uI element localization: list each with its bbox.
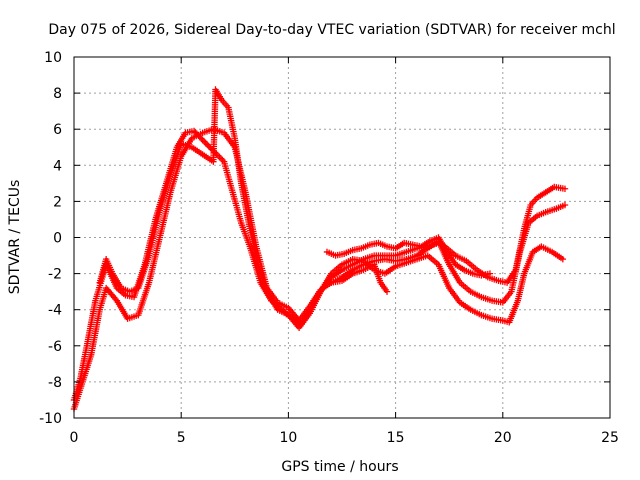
- x-tick-label: 10: [279, 430, 297, 446]
- grid: [74, 57, 610, 418]
- y-tick-label: 8: [53, 86, 62, 102]
- x-tick-labels: 0 5 10 15 20 25: [70, 430, 619, 446]
- y-tick-label: -10: [39, 411, 62, 427]
- x-tick-label: 5: [177, 430, 186, 446]
- y-axis-label: SDTVAR / TECUs: [7, 180, 23, 295]
- data-point: [200, 138, 208, 145]
- data-point: [207, 144, 214, 151]
- data-point: [486, 270, 494, 277]
- series-track-2: [70, 126, 569, 413]
- x-tick-label: 0: [70, 430, 79, 446]
- data-point: [383, 288, 391, 295]
- data-point: [561, 185, 569, 192]
- x-axis-label: GPS time / hours: [281, 459, 398, 475]
- x-tick-label: 25: [601, 430, 619, 446]
- data-point: [202, 139, 209, 147]
- y-tick-label: 10: [44, 50, 62, 66]
- y-tick-label: -4: [48, 303, 62, 319]
- data-point: [559, 255, 567, 263]
- data-point: [561, 201, 569, 209]
- data-point: [216, 153, 223, 161]
- y-tick-label: -6: [48, 339, 62, 355]
- series-track-3: [96, 86, 567, 331]
- ticks: [73, 56, 611, 419]
- data-series: [70, 86, 569, 413]
- data-point: [217, 155, 225, 162]
- data-point: [204, 141, 211, 148]
- y-tick-label: 6: [53, 122, 62, 138]
- y-tick-label: -8: [48, 375, 62, 391]
- y-tick-labels: -10 -8 -6 -4 -2 0 2 4 6 8 10: [39, 50, 62, 427]
- series-track-5: [328, 261, 391, 295]
- y-tick-label: -2: [48, 267, 62, 283]
- series-track-4: [323, 234, 494, 279]
- x-tick-label: 15: [387, 430, 405, 446]
- y-tick-label: 0: [53, 231, 62, 247]
- y-tick-label: 4: [53, 158, 62, 174]
- chart-title: Day 075 of 2026, Sidereal Day-to-day VTE…: [48, 22, 615, 38]
- y-tick-label: 2: [53, 194, 62, 210]
- x-tick-label: 20: [494, 430, 512, 446]
